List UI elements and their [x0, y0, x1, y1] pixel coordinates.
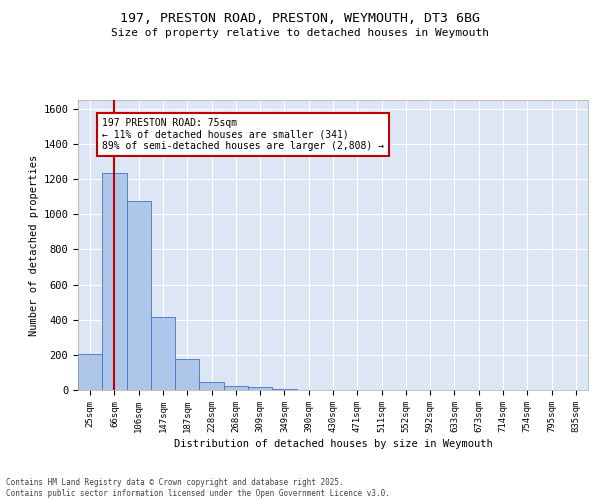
Bar	[199, 382, 224, 390]
X-axis label: Distribution of detached houses by size in Weymouth: Distribution of detached houses by size …	[173, 439, 493, 449]
Y-axis label: Number of detached properties: Number of detached properties	[29, 154, 39, 336]
Bar	[248, 388, 272, 390]
Text: 197, PRESTON ROAD, PRESTON, WEYMOUTH, DT3 6BG: 197, PRESTON ROAD, PRESTON, WEYMOUTH, DT…	[120, 12, 480, 26]
Text: 197 PRESTON ROAD: 75sqm
← 11% of detached houses are smaller (341)
89% of semi-d: 197 PRESTON ROAD: 75sqm ← 11% of detache…	[102, 118, 384, 151]
Bar	[78, 354, 102, 390]
Bar	[272, 388, 296, 390]
Bar	[224, 386, 248, 390]
Text: Contains HM Land Registry data © Crown copyright and database right 2025.
Contai: Contains HM Land Registry data © Crown c…	[6, 478, 390, 498]
Bar	[175, 359, 199, 390]
Bar	[127, 201, 151, 390]
Text: Size of property relative to detached houses in Weymouth: Size of property relative to detached ho…	[111, 28, 489, 38]
Bar	[102, 173, 127, 390]
Bar	[151, 317, 175, 390]
